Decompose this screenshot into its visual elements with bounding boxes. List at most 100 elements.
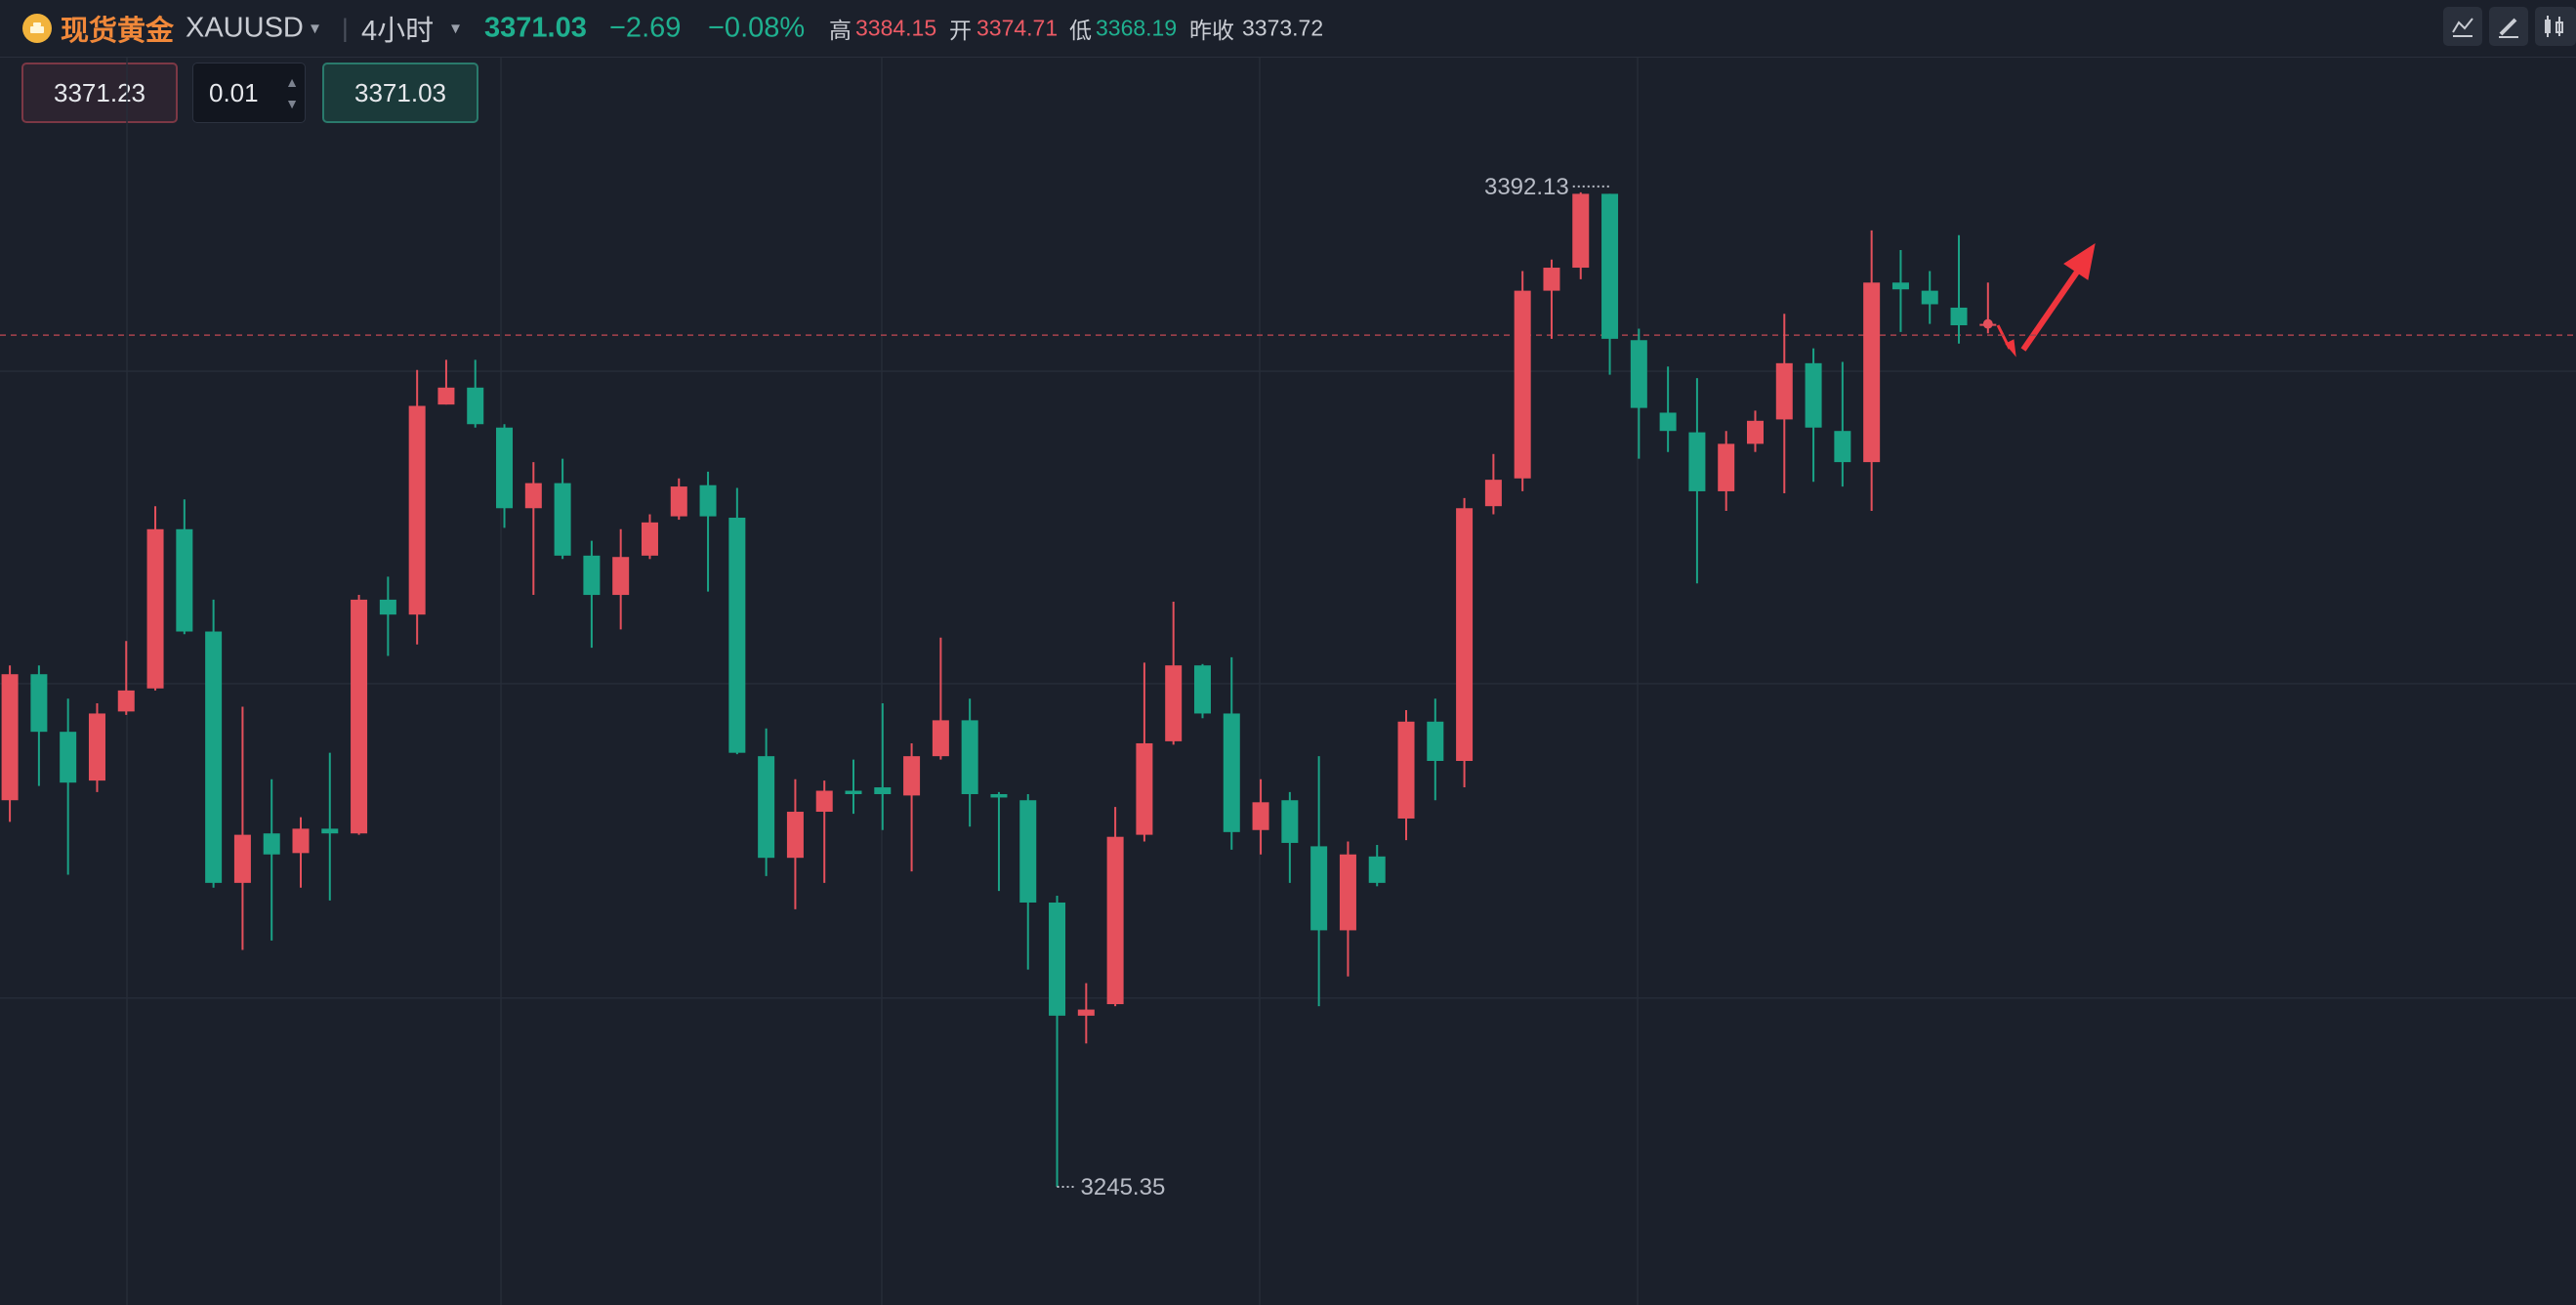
instrument-name[interactable]: 现货黄金 <box>61 16 175 47</box>
last-price: 3371.03 <box>484 12 587 44</box>
high-label: 高 <box>829 18 852 43</box>
candle-body <box>554 483 571 556</box>
interval[interactable]: 4小时 <box>361 16 435 47</box>
indicator-button[interactable] <box>2443 7 2482 46</box>
candle-body <box>1891 282 1909 290</box>
candle-body <box>583 555 601 596</box>
candle-body <box>205 631 223 883</box>
candle-body <box>408 405 426 615</box>
time-grid <box>126 58 1639 1305</box>
candle-body <box>1630 340 1647 408</box>
low-value: 3368.19 <box>1096 15 1178 41</box>
quantity-input[interactable]: 0.01 ▲ ▼ <box>192 63 306 123</box>
candle-body <box>1834 431 1851 463</box>
candle-body <box>786 812 804 859</box>
candle-body <box>117 690 135 712</box>
candle-body <box>379 599 396 615</box>
hand-drawn-arrows <box>1996 242 2096 358</box>
quantity-spinner[interactable]: ▲ ▼ <box>285 74 299 111</box>
candle-body <box>874 787 892 794</box>
prev-close-value: 3373.72 <box>1242 15 1324 41</box>
symbol-dropdown[interactable]: ▾ <box>311 18 320 38</box>
symbol[interactable]: XAUUSD <box>186 12 304 44</box>
candle-body <box>1950 307 1968 325</box>
candle-body <box>351 599 368 834</box>
candle-body <box>1659 412 1677 432</box>
candle-body <box>1572 193 1590 269</box>
candle-body <box>30 674 48 733</box>
candle-body <box>88 713 105 781</box>
quantity-value[interactable]: 0.01 <box>209 77 259 107</box>
chart-type-button[interactable] <box>2535 7 2576 46</box>
separator: | <box>342 13 349 43</box>
candle-body <box>1310 846 1328 931</box>
candle-body <box>815 790 833 813</box>
candle-body <box>1863 282 1881 463</box>
candle-body <box>1223 713 1240 832</box>
candle-body <box>1484 480 1502 507</box>
candle-body <box>1339 854 1356 931</box>
candle-body <box>263 833 280 855</box>
candle-body <box>903 756 921 796</box>
candle-body <box>146 528 164 689</box>
candle-body <box>758 756 775 859</box>
candle-body <box>1049 902 1066 1016</box>
candle-body <box>1368 856 1386 883</box>
candle-body <box>961 720 978 794</box>
candle-body <box>1165 665 1183 741</box>
candle-body <box>728 517 746 753</box>
candle-body <box>845 790 862 794</box>
open-label: 开 <box>949 18 972 43</box>
candle-body <box>1077 1009 1095 1016</box>
sell-button[interactable]: 3371.23 <box>21 63 178 123</box>
candle-body <box>1 674 19 801</box>
candle-body <box>1397 721 1415 819</box>
last-price-dot <box>1982 318 1993 329</box>
candle-body <box>1019 800 1037 903</box>
candle-body <box>1281 800 1299 843</box>
candle-body <box>176 528 193 632</box>
candle-body <box>1921 290 1938 305</box>
candle-body <box>1456 508 1474 762</box>
candle-body <box>612 557 630 596</box>
candle-body <box>467 387 484 425</box>
candle-body <box>990 793 1008 798</box>
candle-body <box>524 483 542 509</box>
interval-dropdown[interactable]: ▾ <box>451 18 461 38</box>
candle-body <box>699 484 717 517</box>
candle-body <box>437 387 455 405</box>
price-change-pct: −0.08% <box>708 12 806 44</box>
candle-body <box>1252 802 1269 830</box>
draw-button[interactable] <box>2489 7 2528 46</box>
open-value: 3374.71 <box>976 15 1059 41</box>
candle-body <box>1746 420 1764 444</box>
prev-close-label: 昨收 <box>1189 18 1234 43</box>
candle-body <box>1193 665 1211 714</box>
candle-body <box>1775 362 1793 420</box>
candle-body <box>932 720 949 757</box>
candle-body <box>1543 268 1560 291</box>
candle-body <box>1136 742 1153 835</box>
header-bar: 现货黄金 XAUUSD ▾ | 4小时 ▾ 3371.03 −2.69 −0.0… <box>0 0 2576 58</box>
high-value: 3384.15 <box>855 15 937 41</box>
candle-body <box>321 828 339 834</box>
price-change: −2.69 <box>609 12 682 44</box>
candle-body <box>496 427 514 509</box>
candle-body <box>1427 721 1444 762</box>
candle-body <box>1979 323 1997 326</box>
low-label: 低 <box>1069 18 1092 43</box>
candle-body <box>1805 362 1822 428</box>
buy-button[interactable]: 3371.03 <box>322 63 478 123</box>
coin-icon <box>22 14 52 43</box>
candle-body <box>292 828 310 854</box>
candle-body <box>60 732 77 783</box>
candle-body <box>641 522 658 556</box>
candle-body <box>1688 432 1706 491</box>
high-annotation: 3392.13 <box>1484 174 1569 200</box>
candle-body <box>1718 443 1735 491</box>
candle-body <box>1106 836 1124 1005</box>
